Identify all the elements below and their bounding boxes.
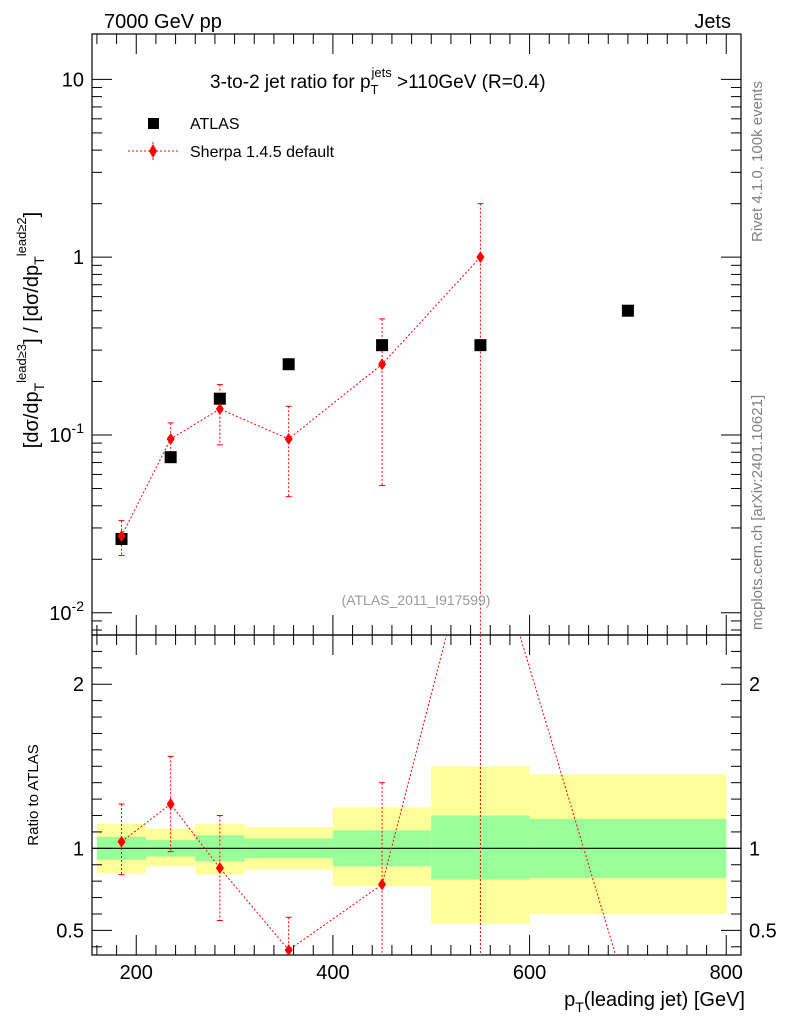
legend-marker-sherpa xyxy=(149,144,157,158)
atlas-point-3 xyxy=(282,358,295,371)
ratio-ylabel: Ratio to ATLAS xyxy=(25,744,42,845)
sherpa-point-3 xyxy=(284,432,293,445)
atlas-point-4 xyxy=(376,339,389,352)
atlas-point-6 xyxy=(621,304,634,317)
sherpa-point-5 xyxy=(476,251,485,264)
side-label-top: Rivet 4.1.0, 100k events xyxy=(749,81,766,242)
main-series xyxy=(115,203,634,635)
sherpa-line xyxy=(121,256,481,537)
analysis-watermark: (ATLAS_2011_I917599) xyxy=(342,592,491,608)
sherpa-point-0 xyxy=(117,530,126,543)
ratio-layer xyxy=(92,635,741,955)
ratio-series xyxy=(117,635,617,955)
ratio-frame xyxy=(91,634,742,956)
main-layer xyxy=(115,203,634,635)
sherpa-point-2 xyxy=(215,403,224,416)
legend-label-atlas: ATLAS xyxy=(190,116,240,133)
axes-layer: 10-2 10-1 1 10 0.5 0.5 1 1 2 2 200 400 600 800 xyxy=(49,34,777,984)
header-left: 7000 GeV pp xyxy=(104,11,222,33)
ratio-point-3 xyxy=(284,944,293,955)
header-right: Jets xyxy=(694,11,731,33)
ratio-ytick-label-right-1: 1 xyxy=(749,838,760,860)
atlas-point-1 xyxy=(164,451,177,464)
ratio-point-0 xyxy=(117,835,126,848)
legend-label-sherpa: Sherpa 1.4.5 default xyxy=(190,144,335,161)
ratio-line xyxy=(121,635,617,955)
legend-marker-atlas xyxy=(148,118,159,129)
ratio-ytick-label-2: 2 xyxy=(73,674,84,696)
ratio-ytick-label-1: 1 xyxy=(73,838,84,860)
x-axis-label: pT(leading jet) [GeV] xyxy=(564,989,745,1015)
xtick-label-2: 600 xyxy=(513,962,546,984)
ratio-point-4 xyxy=(378,878,387,891)
ratio-point-2 xyxy=(215,862,224,875)
plot-title: 3-to-2 jet ratio for pTjets >110GeV (R=0… xyxy=(210,65,546,97)
atlas-point-5 xyxy=(474,339,487,352)
ratio-ytick-label-right-0: 0.5 xyxy=(749,920,777,942)
main-ytick-label-0: 10-2 xyxy=(49,598,84,625)
legend: ATLAS Sherpa 1.4.5 default xyxy=(128,116,335,161)
atlas-point-2 xyxy=(213,392,226,405)
xtick-label-3: 800 xyxy=(710,962,743,984)
sherpa-point-1 xyxy=(166,432,175,445)
xtick-label-0: 200 xyxy=(120,962,153,984)
main-ytick-label-3: 10 xyxy=(62,69,84,91)
main-ylabel: [dσ/dpTlead≥3] / [dσ/dpTlead≥2] xyxy=(14,212,47,448)
ratio-ytick-label-0: 0.5 xyxy=(56,920,84,942)
side-label-bottom: mcplots.cern.ch [arXiv:2401.10621] xyxy=(749,395,766,630)
sherpa-point-4 xyxy=(378,358,387,371)
main-ytick-label-2: 1 xyxy=(73,247,84,269)
ratio-point-1 xyxy=(166,798,175,811)
main-ytick-label-1: 10-1 xyxy=(49,420,84,447)
ratio-ytick-label-right-2: 2 xyxy=(749,674,760,696)
xtick-label-1: 400 xyxy=(316,962,349,984)
